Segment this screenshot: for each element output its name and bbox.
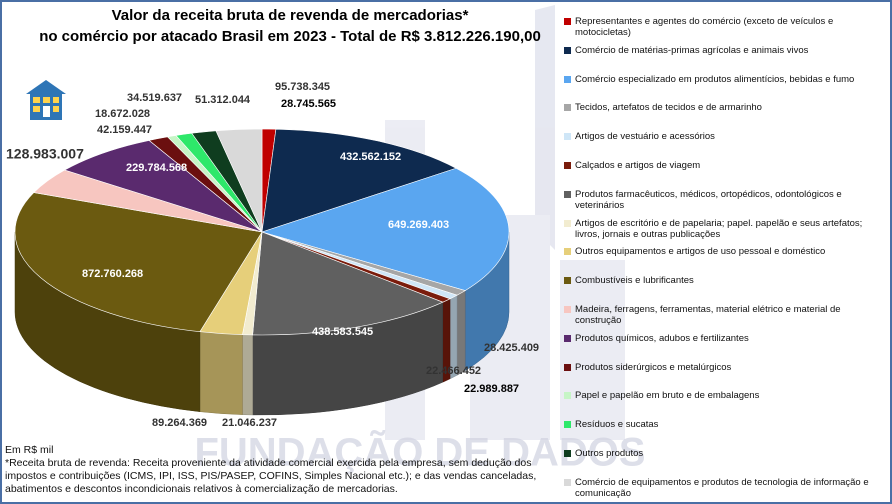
data-label: 28.745.565 bbox=[281, 98, 336, 110]
legend-swatch bbox=[564, 104, 571, 112]
legend-swatch bbox=[564, 478, 571, 486]
data-label: 18.672.028 bbox=[95, 108, 150, 120]
legend-swatch bbox=[564, 277, 571, 285]
data-label: 34.519.637 bbox=[127, 92, 182, 104]
legend-item: Representantes e agentes do comércio (ex… bbox=[564, 16, 886, 38]
legend-label: Comércio especializado em produtos alime… bbox=[575, 73, 855, 85]
legend-label: Produtos siderúrgicos e metalúrgicos bbox=[575, 361, 732, 373]
legend-swatch bbox=[564, 306, 571, 313]
legend-label: Resíduos e sucatas bbox=[575, 419, 659, 431]
slice bbox=[215, 128, 263, 233]
legend-item: Produtos farmacêuticos, médicos, ortopéd… bbox=[564, 189, 886, 211]
legend-label: Artigos de escritório e de papelaria; pa… bbox=[575, 217, 863, 240]
data-label: 89.264.369 bbox=[152, 417, 207, 429]
data-label: 438.583.545 bbox=[312, 326, 373, 338]
legend-swatch bbox=[564, 219, 571, 227]
data-label: 28.425.409 bbox=[484, 342, 539, 354]
legend-swatch bbox=[564, 133, 571, 141]
data-label: 872.760.268 bbox=[82, 268, 143, 280]
data-label: 42.159.447 bbox=[97, 124, 152, 136]
legend-swatch bbox=[564, 248, 571, 256]
legend-item: Combustíveis e lubrificantes bbox=[564, 275, 886, 286]
data-label: 649.269.403 bbox=[388, 219, 449, 231]
legend-label: Outros produtos bbox=[575, 448, 644, 459]
data-label: 21.046.237 bbox=[222, 417, 277, 429]
legend-label: Papel e papelão em bruto e de embalagens bbox=[575, 390, 760, 402]
legend-item: Calçados e artigos de viagem bbox=[564, 160, 886, 171]
legend-swatch bbox=[564, 334, 571, 342]
legend-label: Comércio de equipamentos e produtos de t… bbox=[575, 476, 869, 499]
unit-note: Em R$ mil bbox=[5, 444, 54, 456]
slice-side bbox=[199, 331, 243, 415]
legend-label: Tecidos, artefatos de tecidos e de armar… bbox=[575, 102, 762, 114]
data-label: 22.989.887 bbox=[464, 383, 519, 395]
slice-side bbox=[456, 290, 466, 376]
legend-swatch bbox=[564, 450, 571, 457]
legend-item: Produtos químicos, adubos e fertilizante… bbox=[564, 333, 886, 344]
slice bbox=[252, 231, 444, 336]
legend-item: Resíduos e sucatas bbox=[564, 419, 886, 430]
legend-item: Madeira, ferragens, ferramentas, materia… bbox=[564, 304, 886, 326]
legend-label: Produtos farmacêuticos, médicos, ortopéd… bbox=[575, 188, 842, 211]
pie-sides bbox=[14, 231, 510, 416]
house-icon bbox=[26, 80, 66, 120]
slice bbox=[14, 192, 263, 333]
data-label: 95.738.345 bbox=[275, 81, 330, 93]
legend-item: Comércio de equipamentos e produtos de t… bbox=[564, 477, 886, 499]
legend-label: Combustíveis e lubrificantes bbox=[575, 275, 694, 287]
legend-swatch bbox=[564, 190, 571, 198]
legend-swatch bbox=[564, 18, 571, 25]
slice-side bbox=[242, 334, 253, 416]
legend-swatch bbox=[564, 162, 571, 169]
slice bbox=[261, 128, 457, 233]
legend-label: Calçados e artigos de viagem bbox=[575, 160, 701, 171]
watermark-logo bbox=[385, 5, 625, 440]
legend-label: Outros equipamentos e artigos de uso pes… bbox=[575, 246, 826, 258]
chart-title: Valor da receita bruta de revenda de mer… bbox=[112, 7, 469, 24]
legend-swatch bbox=[564, 363, 571, 371]
legend-label: Artigos de vestuário e acessórios bbox=[575, 131, 715, 143]
slice bbox=[260, 167, 510, 291]
legend-item: Produtos siderúrgicos e metalúrgicos bbox=[564, 362, 886, 373]
legend-swatch bbox=[564, 421, 571, 429]
notes: Em R$ mil *Receita bruta de revenda: Rec… bbox=[5, 444, 565, 496]
legend-swatch bbox=[564, 46, 571, 54]
legend-item: Comércio especializado em produtos alime… bbox=[564, 74, 886, 85]
legend-label: Produtos químicos, adubos e fertilizante… bbox=[575, 332, 749, 344]
legend-label: Representantes e agentes do comércio (ex… bbox=[575, 16, 834, 38]
legend-label: Comércio de matérias-primas agrícolas e … bbox=[575, 44, 809, 56]
legend-item: Artigos de escritório e de papelaria; pa… bbox=[564, 218, 886, 240]
data-label: 51.312.044 bbox=[195, 94, 251, 106]
legend-label: Madeira, ferragens, ferramentas, materia… bbox=[575, 304, 841, 326]
chart-title: no comércio por atacado Brasil em 2023 -… bbox=[39, 28, 541, 45]
footnote: *Receita bruta de revenda: Receita prove… bbox=[5, 457, 537, 495]
legend-item: Tecidos, artefatos de tecidos e de armar… bbox=[564, 102, 886, 113]
data-label: 229.784.568 bbox=[126, 162, 187, 174]
legend-item: Artigos de vestuário e acessórios bbox=[564, 131, 886, 142]
legend-swatch bbox=[564, 392, 571, 400]
legend-swatch bbox=[564, 75, 571, 83]
data-label: 128.983.007 bbox=[6, 146, 84, 162]
pie-tops bbox=[14, 128, 510, 336]
data-label: 22.466.452 bbox=[426, 365, 481, 377]
legend-item: Comércio de matérias-primas agrícolas e … bbox=[564, 45, 886, 56]
legend-item: Outros produtos bbox=[564, 448, 886, 459]
legend-item: Papel e papelão em bruto e de embalagens bbox=[564, 390, 886, 401]
data-label: 432.562.152 bbox=[340, 151, 401, 163]
legend-item: Outros equipamentos e artigos de uso pes… bbox=[564, 246, 886, 257]
slice bbox=[63, 140, 263, 233]
